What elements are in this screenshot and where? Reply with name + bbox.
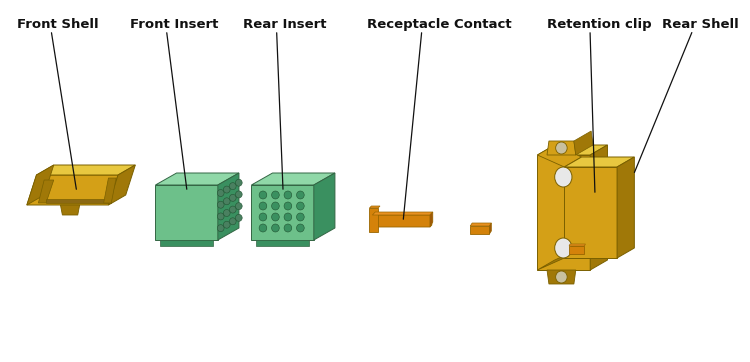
Circle shape (259, 202, 267, 210)
Circle shape (224, 221, 230, 228)
Circle shape (296, 202, 304, 210)
Circle shape (217, 225, 224, 232)
Ellipse shape (555, 167, 572, 187)
Polygon shape (372, 212, 433, 215)
Polygon shape (430, 212, 433, 227)
Polygon shape (538, 145, 581, 167)
Polygon shape (564, 167, 617, 258)
Text: Rear Insert: Rear Insert (243, 18, 326, 31)
Polygon shape (61, 205, 80, 215)
Circle shape (259, 213, 267, 221)
Text: Rear Shell: Rear Shell (662, 18, 739, 31)
Polygon shape (104, 178, 116, 203)
Circle shape (272, 213, 279, 221)
Polygon shape (538, 145, 608, 155)
Circle shape (284, 213, 292, 221)
Polygon shape (314, 173, 335, 240)
Polygon shape (538, 248, 581, 270)
Polygon shape (569, 244, 586, 246)
Polygon shape (470, 223, 491, 226)
Polygon shape (251, 185, 314, 240)
Circle shape (224, 198, 230, 205)
Circle shape (284, 202, 292, 210)
Ellipse shape (555, 238, 572, 258)
Polygon shape (155, 173, 239, 185)
Circle shape (272, 224, 279, 232)
Polygon shape (217, 173, 239, 240)
Circle shape (217, 201, 224, 208)
Circle shape (259, 224, 267, 232)
Text: Front Shell: Front Shell (17, 18, 99, 31)
Circle shape (230, 206, 236, 213)
Circle shape (556, 271, 567, 283)
Circle shape (236, 179, 242, 186)
Circle shape (236, 203, 242, 210)
Circle shape (230, 218, 236, 225)
Polygon shape (370, 206, 380, 208)
Circle shape (224, 210, 230, 216)
Circle shape (236, 191, 242, 198)
Polygon shape (547, 141, 576, 155)
Circle shape (259, 191, 267, 199)
Circle shape (284, 224, 292, 232)
Polygon shape (37, 165, 135, 175)
Circle shape (296, 224, 304, 232)
Circle shape (230, 183, 236, 190)
Circle shape (296, 213, 304, 221)
Circle shape (217, 189, 224, 197)
Circle shape (272, 191, 279, 199)
Text: Front Insert: Front Insert (130, 18, 218, 31)
Polygon shape (574, 131, 593, 155)
Polygon shape (256, 240, 309, 246)
Polygon shape (160, 240, 213, 246)
Polygon shape (490, 223, 491, 234)
Polygon shape (569, 246, 584, 254)
Polygon shape (370, 208, 378, 232)
Circle shape (296, 191, 304, 199)
Circle shape (224, 186, 230, 193)
Circle shape (217, 213, 224, 220)
Polygon shape (538, 155, 590, 270)
Circle shape (556, 142, 567, 154)
Text: Receptacle Contact: Receptacle Contact (367, 18, 512, 31)
Polygon shape (617, 157, 634, 258)
Polygon shape (27, 165, 54, 205)
Polygon shape (109, 165, 135, 205)
Polygon shape (590, 145, 608, 270)
Text: Retention clip: Retention clip (547, 18, 652, 31)
Polygon shape (547, 270, 576, 284)
Polygon shape (46, 199, 111, 203)
Circle shape (230, 194, 236, 201)
Circle shape (236, 214, 242, 221)
Polygon shape (251, 173, 335, 185)
Circle shape (284, 191, 292, 199)
Polygon shape (470, 226, 490, 234)
Circle shape (272, 202, 279, 210)
Polygon shape (564, 157, 634, 167)
Polygon shape (38, 180, 54, 203)
Polygon shape (27, 175, 118, 205)
Polygon shape (155, 185, 218, 240)
Polygon shape (372, 215, 432, 227)
